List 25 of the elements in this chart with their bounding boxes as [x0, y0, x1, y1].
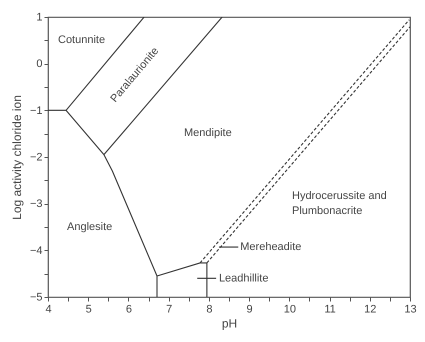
y-tick-label: −5: [30, 292, 42, 304]
annotation: Leadhillite: [218, 272, 268, 284]
x-tick-label: 12: [364, 304, 376, 316]
annotation: Mereheadite: [240, 241, 302, 254]
y-tick-label: 0: [36, 58, 42, 70]
annotation: Mendipite: [184, 127, 232, 139]
x-tick-label: 8: [206, 304, 212, 316]
x-tick-label: 5: [86, 304, 92, 316]
x-tick-label: 10: [284, 304, 296, 316]
x-tick-label: 13: [404, 304, 417, 316]
x-tick-label: 9: [246, 304, 253, 316]
annotation: Anglesite: [67, 221, 112, 233]
y-axis-title: Log activity chloride ion: [10, 95, 24, 220]
y-tick-label: −3: [30, 198, 42, 210]
x-axis-title: pH: [222, 316, 238, 330]
y-tick-label: −4: [30, 244, 42, 257]
x-tick-label: 11: [324, 304, 336, 316]
annotation: Cotunnite: [58, 34, 106, 46]
y-tick-label: −1: [30, 104, 42, 117]
annotation: Hydrocerussite and Plumbonacrite: [292, 190, 387, 217]
x-tick-label: 7: [166, 304, 172, 316]
y-tick-label: 1: [36, 12, 42, 24]
y-tick-label: −2: [30, 152, 42, 164]
x-tick-label: 4: [45, 304, 52, 316]
x-tick-label: 6: [126, 304, 132, 316]
